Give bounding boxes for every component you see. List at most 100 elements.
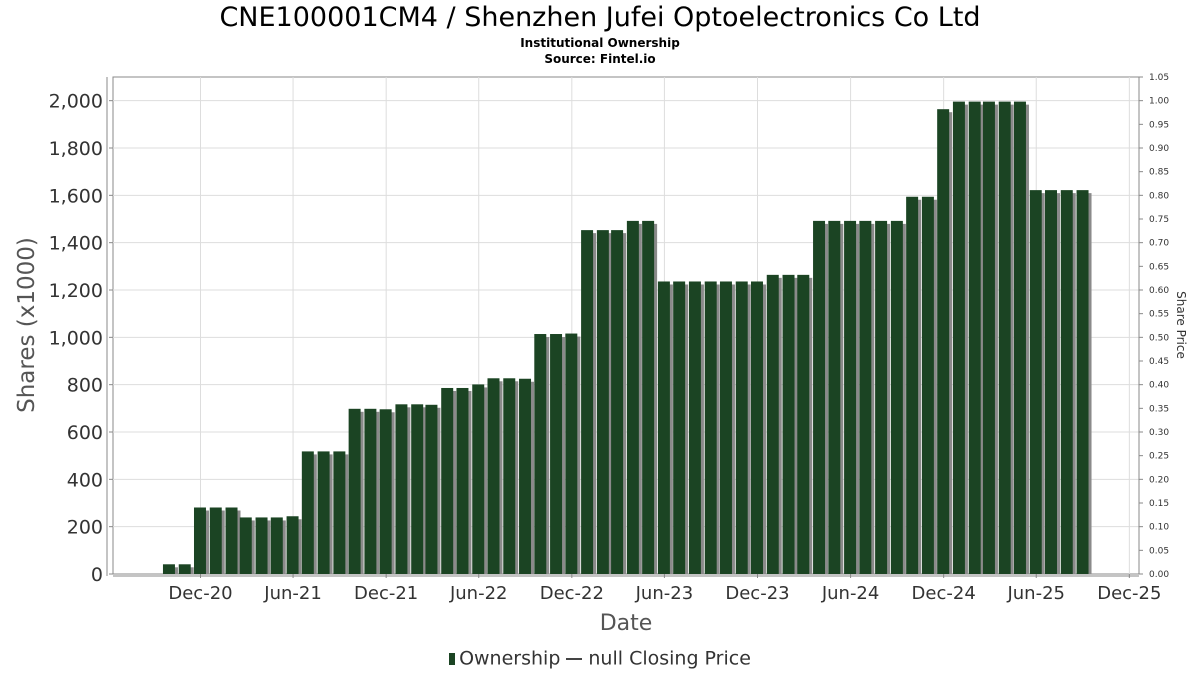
ownership-bar <box>209 507 222 574</box>
y2-tick-label: 0.60 <box>1149 286 1169 296</box>
ownership-bar <box>906 196 919 574</box>
ownership-bar <box>239 517 252 574</box>
chart-source: Source: Fintel.io <box>544 52 656 66</box>
ownership-bar <box>688 281 701 574</box>
ownership-bar <box>704 281 717 574</box>
legend-price-swatch <box>566 657 583 660</box>
x-tick-label: Jun-21 <box>263 583 322 604</box>
ownership-bar <box>379 409 392 574</box>
y2-tick-label: 0.55 <box>1149 310 1169 320</box>
ownership-bar <box>178 564 191 574</box>
ownership-bar <box>1045 190 1057 575</box>
ownership-bar <box>1013 101 1026 574</box>
ownership-bar <box>301 451 314 574</box>
legend-ownership-swatch <box>449 652 456 665</box>
y-tick-label: 600 <box>67 422 103 444</box>
x-axis: Dec-20 Jun-21 Dec-21 Jun-22 Dec-22 Jun-23 Dec-… <box>113 574 1161 604</box>
x-tick-label: Dec-24 <box>912 583 976 604</box>
y-tick-label: 0 <box>91 564 103 586</box>
y-axis: 0 200 400 600 800 1,000 1,200 1,400 1,600 1,800 2,… <box>49 77 113 586</box>
y2-tick-label: 0.65 <box>1149 262 1169 272</box>
y2-tick-label: 0.20 <box>1149 475 1169 485</box>
ownership-bar <box>487 378 500 574</box>
ownership-bar <box>503 378 516 574</box>
y2-tick-label: 0.10 <box>1149 523 1169 533</box>
y-tick-label: 1,200 <box>49 280 103 302</box>
ownership-bar <box>1029 190 1042 575</box>
x-tick-label: Dec-25 <box>1097 583 1161 604</box>
x-tick-label: Jun-22 <box>449 583 508 604</box>
chart-subtitle: Institutional Ownership <box>520 36 680 50</box>
ownership-bar <box>317 451 330 574</box>
y2-axis: 0.00 0.05 0.10 0.15 0.20 0.25 0.30 0.35 0.40 0.45… <box>1138 73 1169 580</box>
chart-title: CNE100001CM4 / Shenzhen Jufei Optoelectr… <box>219 2 981 33</box>
ownership-bar <box>797 274 810 574</box>
ownership-bar <box>657 281 670 574</box>
ownership-bar <box>364 408 377 574</box>
ownership-bar <box>162 564 175 574</box>
x-tick-label: Dec-23 <box>725 583 789 604</box>
y2-tick-label: 0.75 <box>1149 215 1169 225</box>
ownership-bar <box>333 451 346 574</box>
ownership-bar <box>411 404 424 574</box>
ownership-bar <box>441 387 454 574</box>
y-tick-label: 1,600 <box>49 185 103 207</box>
y2-tick-label: 0.50 <box>1149 333 1169 343</box>
ownership-bar <box>982 101 995 574</box>
y2-tick-label: 1.00 <box>1149 97 1169 107</box>
y2-tick-label: 0.05 <box>1149 546 1169 556</box>
ownership-bar <box>425 404 438 574</box>
y-axis-label: Shares (x1000) <box>14 237 40 413</box>
ownership-bar <box>472 384 485 574</box>
ownership-bar <box>193 507 206 574</box>
ownership-bar <box>844 220 857 575</box>
ownership-bar <box>642 220 655 575</box>
y2-tick-label: 0.15 <box>1149 499 1169 509</box>
ownership-bar <box>719 281 732 574</box>
ownership-bar <box>828 220 841 575</box>
legend-ownership-label: Ownership <box>459 647 561 670</box>
y2-tick-label: 0.85 <box>1149 168 1169 178</box>
ownership-bar <box>565 333 578 574</box>
ownership-bar <box>1076 190 1089 575</box>
y2-tick-label: 1.05 <box>1149 73 1169 83</box>
legend-price-label: null Closing Price <box>588 647 751 670</box>
ownership-bar <box>937 109 950 574</box>
ownership-bar <box>1060 190 1073 575</box>
ownership-bar <box>813 220 826 575</box>
ownership-bar <box>859 220 872 575</box>
y2-tick-label: 0.90 <box>1149 144 1169 154</box>
x-axis-label: Date <box>600 611 653 636</box>
ownership-bar <box>611 230 624 574</box>
ownership-bar <box>596 230 609 574</box>
ownership-bar <box>998 101 1011 574</box>
y2-tick-label: 0.35 <box>1149 404 1169 414</box>
ownership-bar <box>550 334 563 574</box>
x-tick-label: Jun-24 <box>821 583 880 604</box>
y-tick-label: 400 <box>67 469 103 491</box>
y2-tick-label: 0.00 <box>1149 570 1169 580</box>
x-tick-label: Jun-23 <box>635 583 694 604</box>
legend: Ownership null Closing Price <box>0 647 1200 670</box>
ownership-bar <box>875 220 888 575</box>
ownership-bar <box>968 101 981 574</box>
ownership-bar <box>952 101 965 574</box>
y-tick-label: 1,000 <box>49 327 103 349</box>
ownership-bar <box>286 516 299 574</box>
ownership-bar <box>348 408 361 574</box>
ownership-bar <box>519 378 532 574</box>
y-tick-label: 1,400 <box>49 233 103 255</box>
ownership-bar <box>225 507 238 574</box>
ownership-bar <box>626 220 639 575</box>
y2-tick-label: 0.30 <box>1149 428 1169 438</box>
x-tick-label: Jun-25 <box>1006 583 1065 604</box>
ownership-bar <box>673 281 686 574</box>
y2-tick-label: 0.70 <box>1149 239 1169 249</box>
ownership-bar <box>581 230 594 574</box>
y-tick-label: 800 <box>67 375 103 397</box>
y2-tick-label: 0.45 <box>1149 357 1169 367</box>
ownership-bar <box>750 281 763 574</box>
ownership-bar <box>534 334 547 574</box>
ownership-bar <box>395 404 408 574</box>
